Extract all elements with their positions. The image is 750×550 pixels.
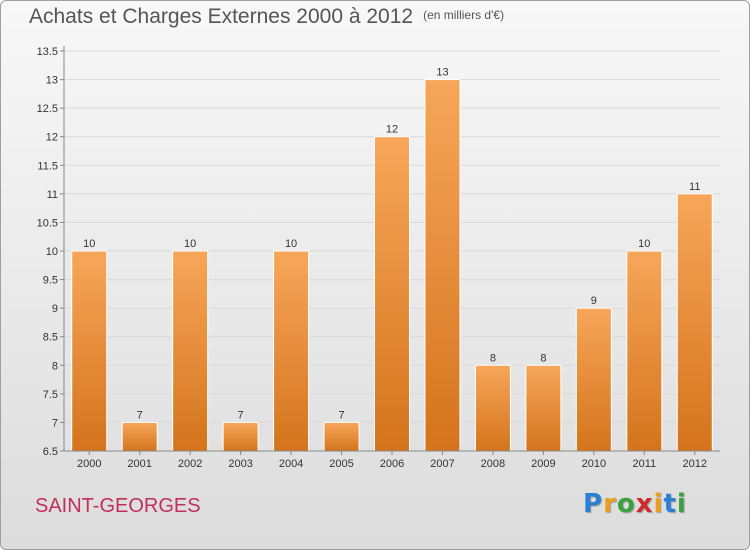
data-label: 8	[540, 352, 546, 364]
data-label: 10	[184, 238, 196, 250]
y-tick-label: 9	[52, 303, 58, 315]
logo-letter: P	[583, 489, 604, 519]
y-tick-label: 7	[52, 417, 58, 429]
y-tick-label: 10.5	[37, 217, 58, 229]
y-tick-label: 8	[52, 360, 58, 372]
bar	[121, 421, 158, 452]
x-tick-label: 2004	[279, 458, 303, 470]
data-label: 10	[83, 238, 95, 250]
y-tick-label: 11	[47, 189, 58, 201]
bar	[676, 193, 713, 452]
data-label: 11	[689, 181, 700, 193]
data-label: 9	[591, 295, 597, 307]
chart-subtitle: (en milliers d'€)	[423, 8, 505, 22]
x-tick-label: 2010	[582, 458, 606, 470]
x-tick-label: 2005	[329, 458, 353, 470]
x-tick-label: 2002	[178, 458, 202, 470]
chart-title: Achats et Charges Externes 2000 à 2012 (e…	[29, 5, 504, 29]
bar	[374, 136, 410, 452]
logo-letter: r	[603, 489, 617, 519]
y-tick-label: 8.5	[43, 332, 58, 344]
x-tick-label: 2000	[77, 458, 101, 470]
y-tick-label: 10	[46, 246, 58, 258]
x-tick-label: 2008	[481, 458, 505, 470]
bar	[575, 307, 612, 452]
y-tick-label: 13.5	[37, 46, 58, 58]
bar	[172, 250, 209, 452]
bar	[525, 364, 562, 452]
bar	[474, 364, 511, 452]
proxiti-logo: Proxiti	[583, 489, 687, 519]
x-tick-label: 2012	[683, 458, 707, 470]
bar	[273, 250, 310, 452]
x-tick-label: 2006	[380, 458, 404, 470]
data-label: 13	[436, 67, 448, 79]
bar	[71, 250, 108, 452]
logo-letter: i	[676, 489, 687, 519]
data-label: 7	[137, 409, 143, 421]
bar	[626, 250, 663, 452]
data-label: 12	[386, 124, 398, 136]
data-label: 8	[490, 352, 496, 364]
x-tick-label: 2009	[531, 458, 555, 470]
y-tick-label: 11.5	[37, 160, 58, 172]
logo-letter: t	[663, 489, 677, 519]
data-label: 10	[638, 238, 650, 250]
y-tick-label: 6.5	[43, 446, 58, 458]
chart-title-text: Achats et Charges Externes 2000 à 2012	[29, 5, 414, 28]
y-tick-label: 12.5	[37, 103, 58, 115]
logo-letter: o	[616, 489, 636, 519]
logo-letter: x	[635, 489, 654, 519]
y-tick-label: 13	[46, 75, 58, 87]
y-tick-label: 7.5	[43, 389, 58, 401]
logo-letter: i	[653, 489, 664, 519]
bar	[323, 421, 360, 452]
bar	[424, 79, 461, 452]
x-tick-label: 2001	[127, 458, 151, 470]
commune-name: SAINT-GEORGES	[35, 495, 201, 517]
data-label: 7	[238, 409, 244, 421]
data-label: 7	[338, 409, 344, 421]
x-tick-label: 2007	[430, 458, 454, 470]
x-tick-label: 2003	[228, 458, 252, 470]
data-label: 10	[285, 238, 297, 250]
bar	[222, 421, 259, 452]
y-tick-label: 12	[46, 132, 58, 144]
y-tick-label: 9.5	[43, 275, 58, 287]
x-tick-label: 2011	[632, 458, 656, 470]
